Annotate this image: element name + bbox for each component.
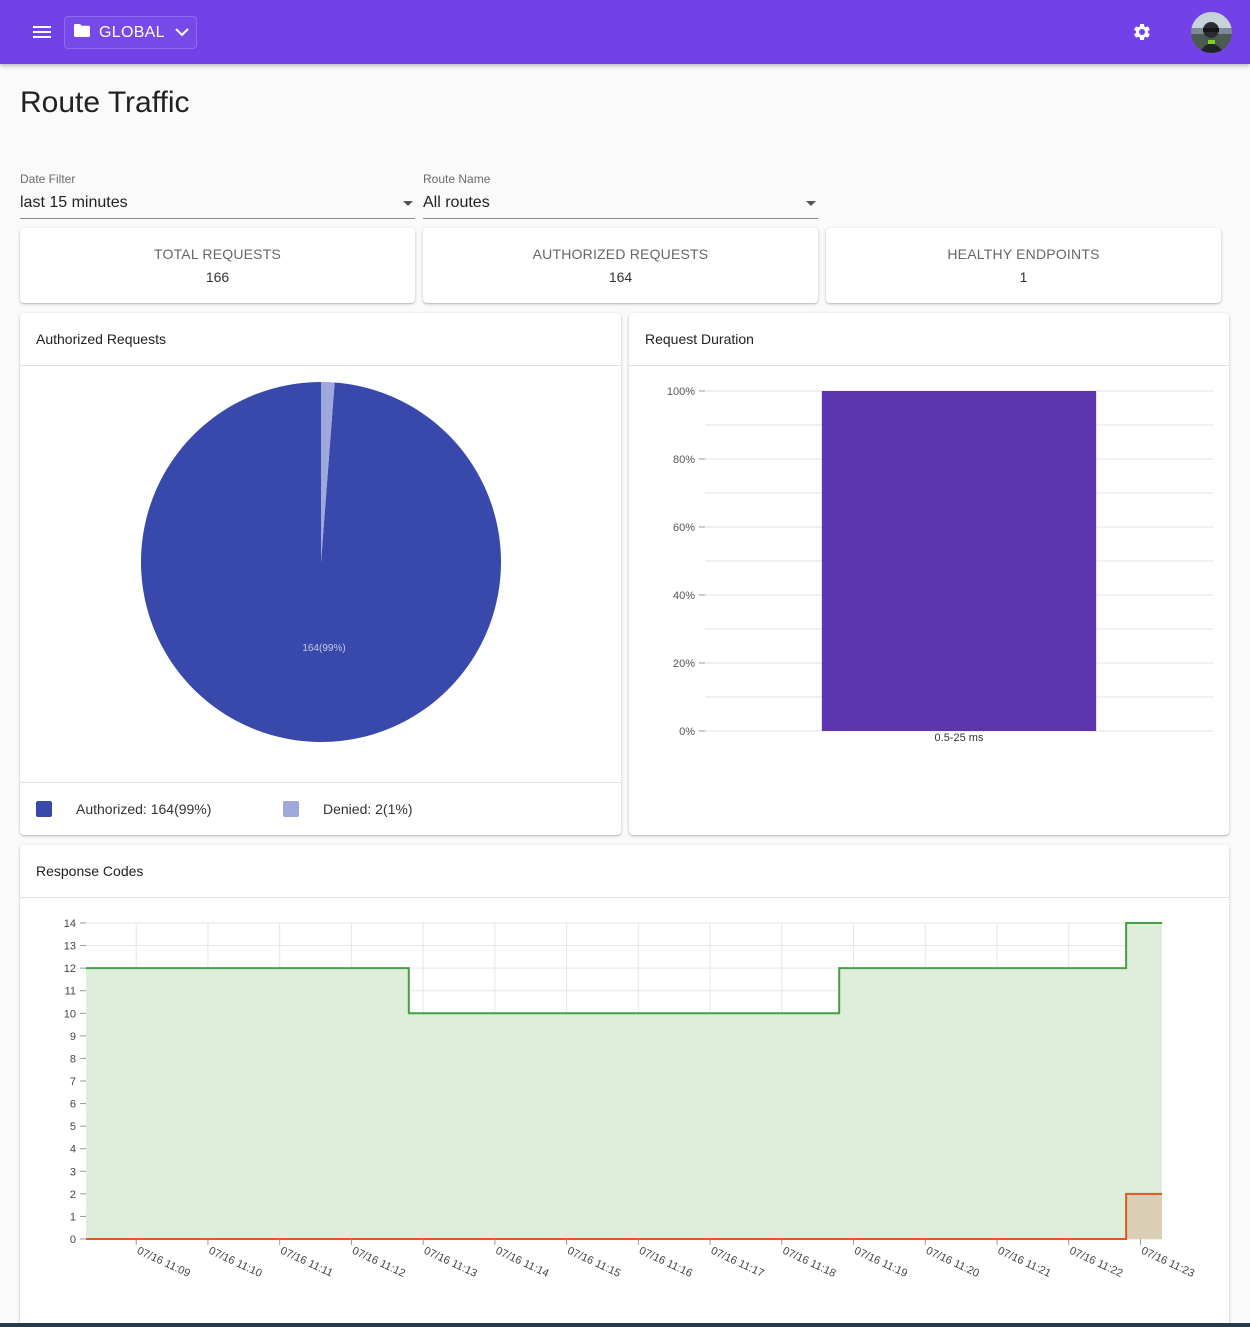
x-tick-label: 07/16 11:17	[709, 1245, 766, 1280]
x-tick-label: 07/16 11:09	[135, 1245, 192, 1280]
y-tick-label: 100%	[667, 386, 695, 398]
x-tick-label: 07/16 11:23	[1139, 1245, 1196, 1280]
x-tick-label: 07/16 11:18	[781, 1245, 838, 1280]
scope-selector-button[interactable]: GLOBAL	[64, 16, 197, 49]
folder-icon	[74, 23, 90, 42]
settings-gear-icon[interactable]	[1128, 18, 1156, 46]
request-duration-bar-chart: 0% 20% 40% 60% 80% 100% 0.5-25 ms	[667, 386, 1213, 744]
x-tick-label: 07/16 11:10	[207, 1245, 264, 1280]
panel-divider	[20, 365, 621, 366]
y-tick-label: 0	[70, 1234, 76, 1246]
x-tick-label: 07/16 11:15	[565, 1245, 622, 1280]
y-tick-label: 60%	[673, 522, 695, 534]
stat-card-authorized-requests: AUTHORIZED REQUESTS 164	[423, 228, 818, 303]
pie-legend: Authorized: 164(99%) Denied: 2(1%)	[20, 783, 621, 835]
route-name-value: All routes	[423, 194, 490, 211]
x-tick-label: 07/16 11:11	[278, 1245, 334, 1280]
y-tick-label: 0%	[679, 726, 695, 738]
y-tick-label: 11	[65, 986, 76, 998]
dropdown-arrow-icon	[806, 201, 816, 206]
legend-swatch	[283, 801, 299, 817]
route-name-label: Route Name	[423, 172, 491, 186]
y-tick-label: 40%	[673, 590, 695, 602]
route-name-select[interactable]: Route Name All routes	[423, 170, 818, 219]
y-tick-label: 13	[64, 941, 76, 953]
panel-divider	[629, 365, 1229, 366]
x-tick-label: 07/16 11:20	[924, 1245, 981, 1280]
y-tick-label: 8	[70, 1053, 76, 1065]
legend-label: Denied: 2(1%)	[323, 801, 413, 817]
x-tick-label: 07/16 11:22	[1067, 1245, 1124, 1280]
y-tick-label: 4	[70, 1144, 76, 1156]
menu-icon[interactable]	[26, 16, 58, 48]
x-tick-label: 0.5-25 ms	[935, 732, 984, 744]
app-bar: GLOBAL	[0, 0, 1250, 64]
series-line-1[interactable]	[86, 1192, 1162, 1240]
y-tick-label: 6	[70, 1099, 76, 1111]
y-tick-label: 80%	[673, 454, 695, 466]
authorized-requests-panel: Authorized Requests 164(99%) Authorized:…	[20, 313, 621, 835]
stat-value: 164	[608, 269, 633, 285]
legend-swatch	[36, 801, 52, 817]
pie-slice-authorized[interactable]	[140, 382, 501, 742]
stat-title: AUTHORIZED REQUESTS	[532, 246, 709, 262]
date-filter-select[interactable]: Date Filter last 15 minutes	[20, 170, 415, 219]
request-duration-panel: Request Duration 0% 20% 40% 60% 80% 100% 0.5-2…	[629, 313, 1229, 835]
bottom-strip	[0, 1323, 1250, 1327]
y-tick-label: 20%	[673, 658, 695, 670]
y-tick-label: 1	[70, 1211, 76, 1223]
series-line-0[interactable]	[86, 922, 1162, 1015]
panel-title: Response Codes	[36, 863, 144, 879]
y-tick-label: 14	[64, 918, 76, 930]
x-tick-label: 07/16 11:19	[852, 1245, 909, 1280]
scope-label: GLOBAL	[99, 23, 165, 41]
legend-label: Authorized: 164(99%)	[76, 801, 212, 817]
stat-title: HEALTHY ENDPOINTS	[947, 246, 1100, 262]
panel-title: Request Duration	[645, 331, 754, 347]
response-codes-panel: Response Codes 0 1 2 3 4 5 6 7 8 9 10 11 12 13 14 07/16…	[20, 845, 1229, 1327]
series-area-0	[86, 923, 1162, 1239]
chevron-down-icon	[175, 24, 189, 42]
x-tick-label: 07/16 11:13	[422, 1245, 479, 1280]
x-tick-label: 07/16 11:16	[637, 1245, 694, 1280]
panel-title: Authorized Requests	[36, 331, 166, 347]
y-tick-label: 3	[70, 1166, 76, 1178]
pie-slice-denied[interactable]	[321, 382, 335, 562]
pie-data-label: 164(99%)	[302, 643, 345, 654]
page-title: Route Traffic	[20, 86, 190, 119]
authorized-pie-chart: 164(99%)	[140, 382, 501, 742]
y-tick-label: 5	[70, 1121, 76, 1133]
duration-bar[interactable]	[821, 391, 1097, 731]
y-tick-label: 7	[70, 1076, 76, 1088]
x-tick-label: 07/16 11:12	[350, 1245, 407, 1280]
date-filter-label: Date Filter	[20, 172, 76, 186]
stat-title: TOTAL REQUESTS	[153, 246, 281, 262]
x-tick-label: 07/16 11:21	[996, 1245, 1053, 1280]
user-avatar[interactable]	[1191, 12, 1232, 53]
date-filter-value: last 15 minutes	[20, 194, 128, 211]
panel-divider	[20, 897, 1229, 898]
y-tick-label: 9	[70, 1031, 76, 1043]
stat-card-total-requests: TOTAL REQUESTS 166	[20, 228, 415, 303]
legend-item-denied[interactable]: Denied: 2(1%)	[283, 801, 413, 817]
dropdown-arrow-icon	[403, 201, 413, 206]
y-tick-label: 12	[64, 963, 76, 975]
legend-item-authorized[interactable]: Authorized: 164(99%)	[36, 801, 211, 817]
stat-card-healthy-endpoints: HEALTHY ENDPOINTS 1	[826, 228, 1221, 303]
x-tick-label: 07/16 11:14	[494, 1245, 551, 1280]
stat-value: 1	[1019, 269, 1028, 285]
panel-divider	[20, 782, 621, 783]
stat-value: 166	[205, 269, 230, 285]
y-tick-label: 2	[70, 1189, 76, 1201]
y-tick-label: 10	[64, 1008, 76, 1020]
